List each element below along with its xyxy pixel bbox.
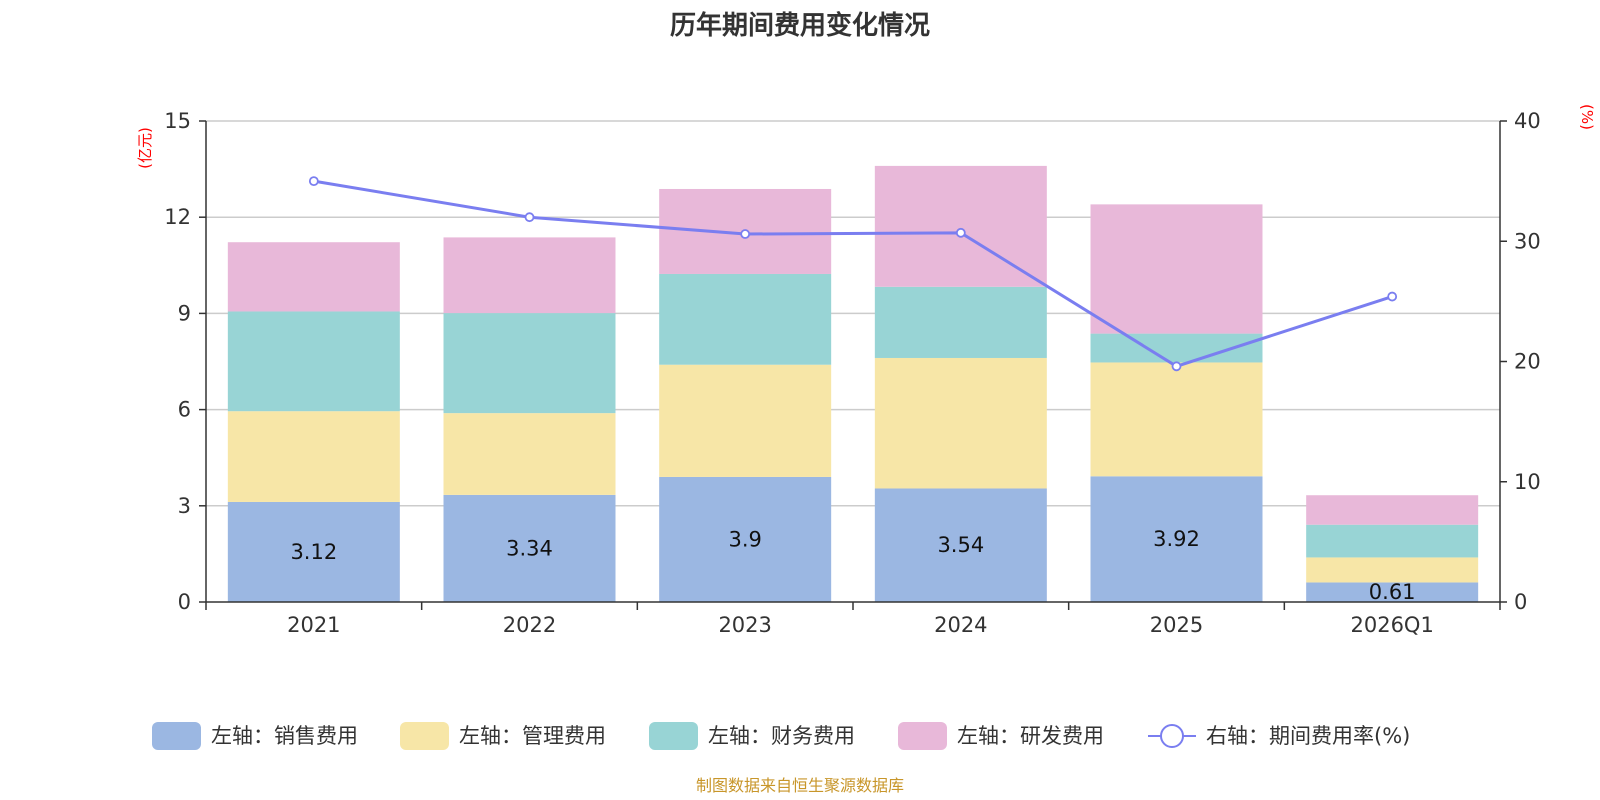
legend-label: 左轴：管理费用 — [459, 724, 606, 748]
bar-segment — [227, 501, 400, 602]
left-axis-tick-label: 3 — [178, 494, 191, 518]
bar-segment — [1306, 524, 1479, 558]
grid-lines — [206, 120, 1500, 507]
x-axis-tick-label: 2023 — [718, 613, 771, 637]
axes: 0 3 6 9 12 15 0 10 20 30 40 2021 2022 2023 2024 2025 202… — [164, 109, 1540, 637]
right-axis-tick-label: 0 — [1514, 590, 1527, 614]
x-axis-tick-label: 2024 — [934, 613, 987, 637]
right-axis-tick-label: 10 — [1514, 470, 1541, 494]
bar-series — [227, 165, 1479, 602]
bar-data-label: 3.9 — [728, 527, 761, 551]
left-axis-tick-label: 12 — [164, 205, 191, 229]
left-axis-tick-label: 6 — [178, 398, 191, 422]
bar-segment — [443, 494, 616, 602]
legend-label: 右轴：期间费用率(%) — [1206, 724, 1410, 748]
bar-segment — [1306, 582, 1479, 602]
legend-label: 左轴：财务费用 — [708, 724, 855, 748]
rate-line-point — [524, 212, 535, 223]
rate-line-point — [1171, 361, 1182, 372]
right-axis-tick-label: 20 — [1514, 350, 1541, 374]
legend-swatch — [152, 722, 201, 750]
bar-segment — [874, 357, 1047, 489]
bar-segment — [1090, 204, 1263, 334]
left-axis-unit: (亿元) — [136, 127, 154, 169]
rate-line-series — [308, 176, 1398, 372]
bar-segment — [1090, 362, 1263, 477]
bar-segment — [1306, 495, 1479, 525]
bar-segment — [443, 413, 616, 495]
legend-swatch — [400, 722, 449, 750]
bar-segment — [227, 311, 400, 412]
right-axis-unit: (%) — [1578, 104, 1596, 130]
legend-label: 左轴：销售费用 — [211, 724, 358, 748]
bar-segment — [1306, 557, 1479, 583]
bar-segment — [443, 313, 616, 414]
legend-swatch — [649, 722, 698, 750]
x-axis-tick-label: 2026Q1 — [1350, 613, 1433, 637]
rate-line-point — [740, 229, 751, 239]
legend-swatch — [898, 722, 947, 750]
bar-segment — [874, 488, 1047, 602]
x-axis-tick-label: 2025 — [1150, 613, 1203, 637]
bar-segment — [659, 273, 832, 365]
bar-segment — [659, 476, 832, 602]
legend-line-marker — [1160, 724, 1184, 748]
legend-label: 左轴：研发费用 — [957, 724, 1104, 748]
left-axis-tick-label: 15 — [164, 109, 191, 133]
rate-line-point — [1387, 291, 1398, 302]
rate-line-point — [955, 227, 966, 238]
bar-segment — [659, 364, 832, 477]
right-axis-tick-label: 30 — [1514, 229, 1541, 253]
left-axis-tick-label: 0 — [178, 590, 191, 614]
bar-segment — [874, 286, 1047, 358]
bar-data-label: 3.34 — [506, 536, 553, 560]
legend: 左轴：销售费用 左轴：管理费用 左轴：财务费用 左轴：研发费用 右轴：期间费用率(%) — [152, 722, 1410, 750]
bar-data-label: 3.92 — [1153, 527, 1200, 551]
bar-segment — [227, 411, 400, 502]
bar-data-label: 3.54 — [937, 533, 984, 557]
data-labels: 3.12 3.34 3.9 3.54 3.92 0.61 — [290, 527, 1415, 604]
left-axis-tick-label: 9 — [178, 301, 191, 325]
x-axis-tick-label: 2022 — [503, 613, 556, 637]
right-axis-tick-label: 40 — [1514, 109, 1541, 133]
bar-data-label: 3.12 — [290, 540, 337, 564]
bar-data-label: 0.61 — [1369, 580, 1416, 604]
x-axis-tick-label: 2021 — [287, 613, 340, 637]
bar-segment — [227, 242, 400, 312]
rate-line — [313, 179, 1393, 368]
chart-title: 历年期间费用变化情况 — [670, 10, 930, 41]
bar-segment — [1090, 476, 1263, 602]
source-note: 制图数据来自恒生聚源数据库 — [696, 776, 904, 795]
bar-segment — [443, 237, 616, 314]
rate-line-point — [308, 176, 319, 187]
